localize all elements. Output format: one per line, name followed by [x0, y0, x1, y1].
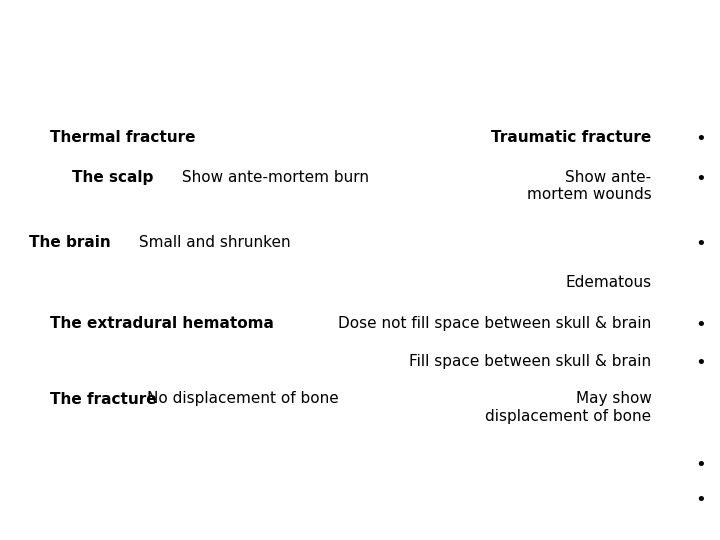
Text: Edematous: Edematous	[565, 275, 652, 291]
Text: Dose not fill space between skull & brain: Dose not fill space between skull & brai…	[338, 316, 652, 331]
Text: Show ante-mortem burn: Show ante-mortem burn	[177, 170, 369, 185]
Text: •: •	[695, 316, 706, 334]
Text: No displacement of bone: No displacement of bone	[147, 392, 338, 407]
Text: Traumatic fracture: Traumatic fracture	[491, 130, 652, 145]
Text: •: •	[695, 235, 706, 253]
Text: Small and shrunken: Small and shrunken	[135, 235, 291, 250]
Text: •: •	[695, 491, 706, 509]
Text: •: •	[695, 456, 706, 474]
Text: •: •	[695, 354, 706, 372]
Text: The extradural hematoma: The extradural hematoma	[50, 316, 274, 331]
Text: The fracture: The fracture	[50, 392, 157, 407]
Text: Thermal fracture: Thermal fracture	[50, 130, 196, 145]
Text: The scalp: The scalp	[72, 170, 153, 185]
Text: •: •	[695, 130, 706, 147]
Text: The brain: The brain	[29, 235, 111, 250]
Text: Fill space between skull & brain: Fill space between skull & brain	[410, 354, 652, 369]
Text: May show
displacement of bone: May show displacement of bone	[485, 392, 652, 424]
Text: •: •	[695, 170, 706, 188]
Text: Show ante-
mortem wounds: Show ante- mortem wounds	[527, 170, 652, 202]
